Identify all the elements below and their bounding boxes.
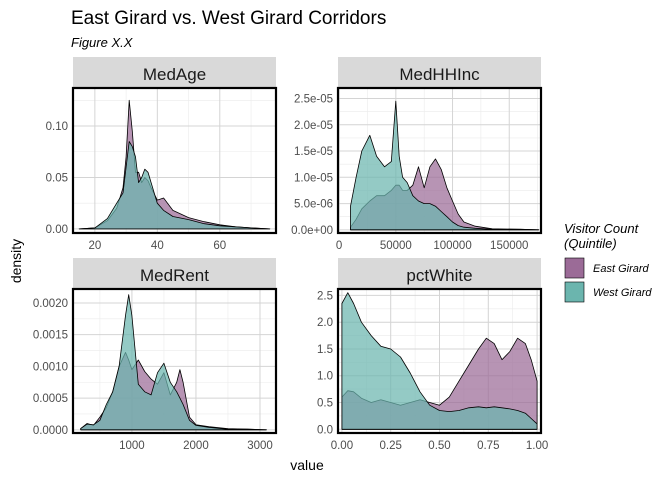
- density-area-west-girard: [78, 141, 271, 230]
- y-tick-label: 1.0e-05: [294, 172, 333, 184]
- density-area-west-girard: [341, 292, 538, 430]
- facet-strip: [338, 258, 541, 288]
- x-tick-label: 0.00: [331, 440, 353, 452]
- legend: Visitor Count (Quintile) East Girard Wes…: [564, 221, 652, 303]
- y-tick-label: 0.0015: [33, 330, 68, 342]
- legend-label-west-girard: West Girard: [593, 287, 652, 299]
- panel-border: [71, 287, 278, 435]
- facet-strip-label: MedRent: [140, 266, 209, 285]
- x-tick-label: 0.25: [380, 440, 402, 452]
- x-tick-label: 20: [88, 240, 101, 252]
- y-tick-label: 1.5e-05: [294, 146, 333, 158]
- x-tick-label: 1.00: [526, 440, 548, 452]
- y-tick-label: 2.5e-05: [294, 94, 333, 106]
- y-tick-label: 2.0: [317, 317, 333, 329]
- x-tick-label: 1000: [119, 440, 145, 452]
- facet-medage: MedAge 20 40 60 0.00 0.05 0.10: [46, 57, 278, 252]
- facet-medhhinc: MedHHInc 0 50000 100000 150000 0.0e+00 5.0e-06…: [291, 57, 543, 252]
- chart-title: East Girard vs. West Girard Corridors: [71, 8, 386, 29]
- facet-strip: [73, 57, 276, 87]
- y-tick-label: 0.10: [46, 121, 68, 133]
- legend-title-line2: (Quintile): [564, 236, 617, 251]
- y-tick-label: 0.0e+00: [291, 225, 333, 237]
- x-tick-label: 100000: [433, 240, 471, 252]
- legend-key-east-girard: [564, 257, 585, 279]
- y-tick-label: 0.0010: [33, 361, 68, 373]
- y-tick-label: 1.5: [317, 344, 333, 356]
- x-tick-label: 0.50: [428, 440, 450, 452]
- legend-title-line1: Visitor Count: [564, 221, 640, 236]
- y-tick-label: 5.0e-06: [294, 199, 333, 211]
- panel-border: [336, 86, 543, 235]
- facet-strip-label: MedAge: [143, 65, 206, 84]
- density-area-west-girard: [350, 100, 540, 231]
- x-tick-label: 0.75: [477, 440, 499, 452]
- panel-border: [336, 287, 543, 435]
- facet-grid: MedAge 20 40 60 0.00 0.05 0.10 MedHHInc 0 50000 10…: [33, 57, 548, 452]
- x-tick-label: 40: [151, 240, 164, 252]
- facet-strip-label: pctWhite: [406, 266, 472, 285]
- x-axis-title: value: [290, 457, 324, 473]
- facet-strip-label: MedHHInc: [399, 65, 480, 84]
- x-tick-label: 3000: [247, 440, 273, 452]
- x-tick-label: 2000: [183, 440, 209, 452]
- y-tick-label: 2.5: [317, 290, 333, 302]
- x-tick-label: 50000: [380, 240, 412, 252]
- facet-strip: [73, 258, 276, 288]
- y-tick-label: 0.0000: [33, 425, 68, 437]
- y-tick-label: 0.0: [317, 424, 333, 436]
- legend-key-west-girard: [564, 281, 585, 303]
- y-tick-label: 0.0020: [33, 298, 68, 310]
- facet-strip: [338, 57, 541, 87]
- density-area-east-girard: [78, 99, 271, 230]
- legend-label-east-girard: East Girard: [593, 263, 650, 275]
- y-tick-label: 1.0: [317, 371, 333, 383]
- y-tick-label: 0.0005: [33, 393, 68, 405]
- x-tick-label: 60: [213, 240, 226, 252]
- y-tick-label: 0.5: [317, 397, 333, 409]
- facet-medrent: MedRent 1000 2000 3000 0.0000 0.0005 0.0010 0.0…: [33, 258, 278, 452]
- chart-subtitle: Figure X.X: [71, 35, 134, 50]
- y-tick-label: 2.0e-05: [294, 120, 333, 132]
- x-tick-label: 150000: [490, 240, 528, 252]
- x-tick-label: 0: [336, 240, 342, 252]
- y-tick-label: 0.00: [46, 224, 68, 236]
- density-area-west-girard: [80, 294, 267, 431]
- facet-pctwhite: pctWhite 0.00 0.25 0.50 0.75 1.00 0.0 0.5 1.0 1.5…: [317, 258, 548, 452]
- y-axis-title: density: [8, 239, 24, 283]
- y-tick-label: 0.05: [46, 172, 68, 184]
- panel-border: [71, 86, 278, 235]
